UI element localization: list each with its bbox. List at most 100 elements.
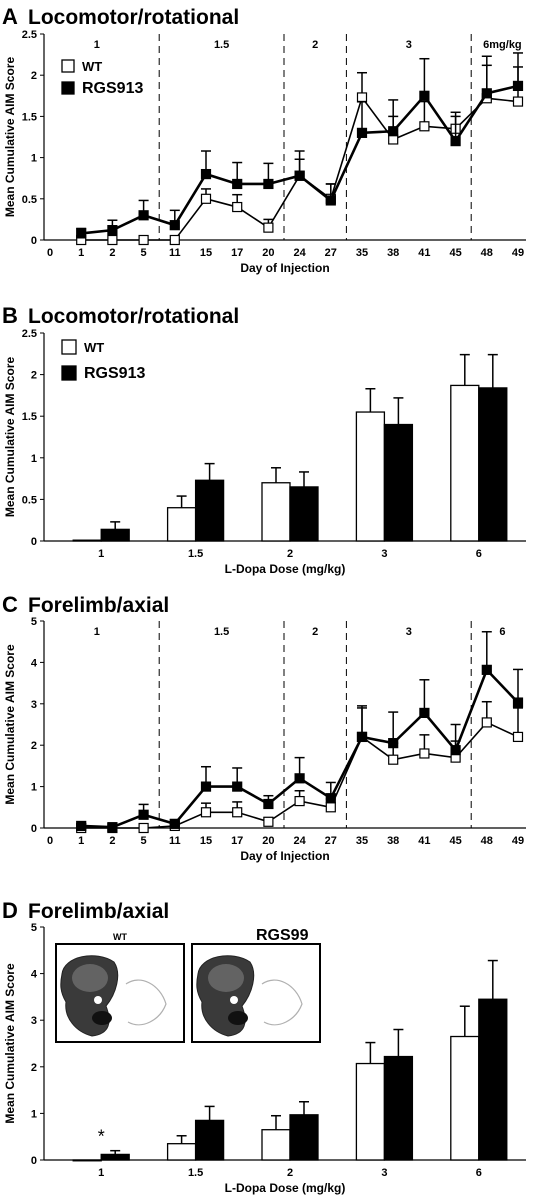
- y-axis-label: Mean Cumulative AIM Score: [3, 57, 17, 218]
- panel-title: Forelimb/axial: [28, 900, 169, 923]
- panel-letter: A: [2, 4, 18, 29]
- x-axis-label: L-Dopa Dose (mg/kg): [225, 562, 346, 576]
- y-tick-label: 1.5: [22, 411, 37, 423]
- bar: [478, 387, 508, 542]
- data-point: [356, 92, 368, 103]
- x-tick-label: 41: [418, 247, 430, 259]
- y-tick-label: 3: [31, 1015, 37, 1027]
- y-tick-label: 0.5: [22, 194, 37, 206]
- x-tick-label: 11: [169, 835, 181, 847]
- x-tick-label: 5: [141, 835, 147, 847]
- dose-label: 1.5: [214, 626, 229, 638]
- bar: [289, 1114, 319, 1161]
- bar: [100, 1153, 130, 1161]
- data-point: [419, 707, 430, 719]
- data-point: [263, 798, 274, 810]
- x-tick-label: 41: [418, 835, 430, 847]
- x-axis-label: Day of Injection: [240, 261, 329, 275]
- x-tick-label: 2: [287, 548, 293, 560]
- data-point: [169, 234, 180, 246]
- data-point: [138, 809, 149, 820]
- contralateral-outline: [261, 979, 303, 1026]
- data-point: [138, 210, 149, 221]
- x-tick-label: 3: [381, 1167, 387, 1179]
- x-tick-label: 17: [231, 835, 243, 847]
- data-point: [325, 195, 336, 206]
- ventricle: [94, 996, 102, 1004]
- bar: [383, 423, 414, 542]
- data-point: [388, 754, 399, 765]
- x-tick-label: 38: [387, 835, 399, 847]
- x-tick-label: 27: [325, 247, 337, 259]
- y-tick-label: 2.5: [22, 328, 37, 340]
- panel-title: Locomotor/rotational: [28, 6, 239, 29]
- data-point: [294, 795, 305, 807]
- data-point: [294, 773, 305, 784]
- inset-label: WT: [113, 932, 127, 942]
- x-tick-label: 3: [381, 548, 387, 560]
- y-tick-label: 2.5: [22, 29, 37, 41]
- data-point: [107, 225, 118, 236]
- x-axis-label: L-Dopa Dose (mg/kg): [225, 1181, 346, 1195]
- x-tick-label: 45: [449, 247, 461, 259]
- x-tick-label: 27: [325, 835, 337, 847]
- y-tick-label: 5: [31, 922, 37, 934]
- contralateral-outline: [125, 979, 167, 1026]
- x-tick-label: 1.5: [188, 548, 203, 560]
- x-tick-label: 20: [262, 247, 274, 259]
- data-point: [419, 748, 430, 759]
- x-tick-label: 48: [481, 247, 493, 259]
- y-axis-label: Mean Cumulative AIM Score: [3, 357, 17, 518]
- bar: [100, 528, 130, 542]
- data-point: [481, 717, 492, 728]
- bar: [478, 998, 508, 1161]
- dark-region: [92, 1011, 112, 1025]
- striatum-texture: [208, 964, 244, 992]
- data-point: [138, 234, 149, 246]
- data-point: [263, 222, 274, 233]
- data-point: [481, 664, 492, 675]
- dose-label: 3: [406, 39, 412, 51]
- x-tick-label: 35: [356, 247, 368, 259]
- x-tick-label: 38: [387, 247, 399, 259]
- dose-label: 6mg/kg: [483, 39, 522, 51]
- x-tick-label: 0: [47, 835, 53, 847]
- dose-label: 1: [94, 39, 100, 51]
- data-point: [107, 822, 118, 833]
- legend-label: WT: [82, 59, 102, 74]
- legend-swatch: [61, 59, 75, 73]
- panel-letter: D: [2, 898, 18, 923]
- x-tick-label: 0: [47, 247, 53, 259]
- data-point: [325, 793, 336, 804]
- data-point: [138, 822, 149, 834]
- data-point: [107, 234, 118, 246]
- y-tick-label: 0.5: [22, 494, 37, 506]
- x-tick-label: 48: [481, 835, 493, 847]
- bar: [289, 486, 319, 542]
- x-tick-label: 20: [262, 835, 274, 847]
- data-point: [419, 90, 430, 101]
- data-point: [512, 96, 524, 107]
- data-point: [512, 731, 524, 743]
- y-tick-label: 2: [31, 740, 37, 752]
- y-axis-label: Mean Cumulative AIM Score: [3, 963, 17, 1124]
- brain-section-image: [55, 943, 185, 1043]
- data-point: [200, 781, 212, 792]
- data-point: [450, 136, 461, 147]
- bar: [355, 1062, 386, 1161]
- data-point: [232, 201, 243, 213]
- data-point: [512, 80, 524, 92]
- x-tick-label: 17: [231, 247, 243, 259]
- y-tick-label: 1: [31, 153, 37, 165]
- data-point: [512, 697, 524, 708]
- data-point: [200, 807, 212, 818]
- bar: [261, 1129, 291, 1161]
- x-tick-label: 1: [78, 835, 84, 847]
- data-point: [200, 193, 212, 204]
- x-tick-label: 5: [141, 247, 147, 259]
- y-tick-label: 4: [31, 657, 38, 669]
- y-axis-label: Mean Cumulative AIM Score: [3, 644, 17, 805]
- panels.0.legend.1.label: RGS913: [82, 80, 143, 97]
- striatum-texture: [72, 964, 108, 992]
